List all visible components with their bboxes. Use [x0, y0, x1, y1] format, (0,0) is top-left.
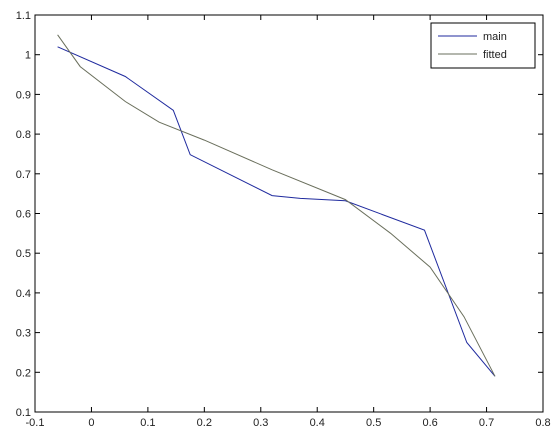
x-axis: -0.1 0 0.1 0.2 0.3 0.4 0.5 0.6 0.7 0.8	[26, 15, 551, 429]
y-tick-label: 0.9	[16, 89, 31, 101]
y-tick-label: 0.2	[16, 367, 31, 379]
y-tick-label: 0.5	[16, 248, 31, 260]
y-tick-label: 0.6	[16, 209, 31, 221]
x-tick-label: 0.5	[366, 417, 381, 429]
y-tick-label: 0.4	[16, 288, 31, 300]
series-line-fitted	[57, 34, 496, 377]
legend-label-main: main	[483, 31, 507, 43]
legend-label-fitted: fitted	[483, 49, 507, 61]
x-tick-label: 0.8	[535, 417, 550, 429]
series-lines	[57, 34, 496, 377]
x-tick-label: 0.2	[197, 417, 212, 429]
x-tick-label: 0.6	[422, 417, 437, 429]
plot-area	[34, 14, 544, 413]
y-tick-label: 0.3	[16, 328, 31, 340]
y-tick-label: 0.8	[16, 129, 31, 141]
x-tick-label: 0.7	[479, 417, 494, 429]
y-tick-label: 0.1	[16, 407, 31, 419]
y-tick-label: 0.7	[16, 169, 31, 181]
x-tick-label: 0	[88, 417, 94, 429]
y-axis: 0.1 0.2 0.3 0.4 0.5 0.6 0.7 0.8 0.9 1 1.1	[16, 10, 543, 419]
legend-box	[430, 22, 536, 69]
x-tick-label: -0.1	[26, 417, 45, 429]
x-tick-label: 0.4	[310, 417, 325, 429]
x-tick-label: 0.3	[253, 417, 268, 429]
x-tick-label: 0.1	[140, 417, 155, 429]
legend: main fitted	[430, 22, 536, 69]
y-tick-label: 1.1	[16, 10, 31, 22]
y-tick-label: 1	[25, 50, 31, 62]
series-line-main	[57, 46, 496, 377]
